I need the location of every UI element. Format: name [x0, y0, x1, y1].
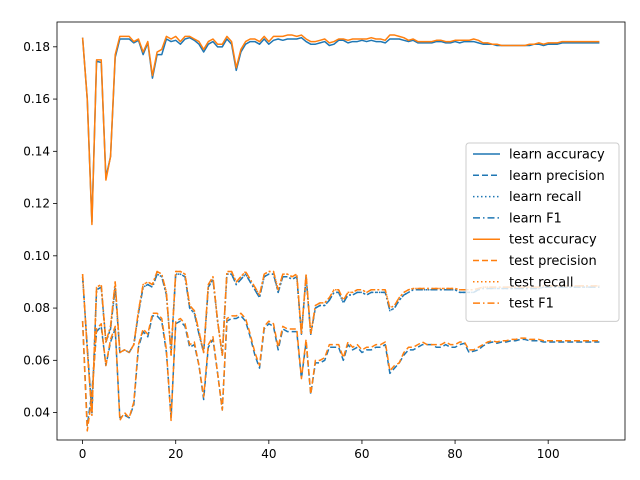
y-tick-label: 0.16 [23, 92, 50, 106]
y-tick-label: 0.12 [23, 197, 50, 211]
legend-label: test precision [509, 254, 597, 269]
x-tick-label: 80 [447, 447, 462, 461]
y-tick-label: 0.06 [23, 353, 50, 367]
x-tick-label: 20 [168, 447, 183, 461]
legend-label: learn precision [509, 169, 605, 184]
y-tick-label: 0.18 [23, 40, 50, 54]
series-line-test-accuracy [81, 34, 600, 226]
legend-label: test recall [509, 275, 574, 290]
x-tick-label: 60 [354, 447, 369, 461]
legend: learn accuracy learn precision learn recal… [465, 142, 620, 322]
axes-layer: 0 20 40 60 80 100 0.04 0.06 0.08 0.10 0.12 0.14 0.16… [23, 21, 626, 461]
legend-label: test F1 [509, 297, 554, 312]
series-layer [81, 34, 600, 432]
series-line-test-f1 [81, 270, 600, 416]
x-tick-label: 0 [79, 447, 87, 461]
y-tick-label: 0.08 [23, 301, 50, 315]
legend-label: learn F1 [509, 211, 562, 226]
x-tick-label: 40 [261, 447, 276, 461]
legend-box [465, 142, 620, 322]
y-tick-label: 0.10 [23, 249, 50, 263]
y-tick-label: 0.14 [23, 144, 50, 158]
plot-frame [56, 21, 626, 441]
y-tick-label: 0.04 [23, 406, 50, 420]
legend-label: test accuracy [509, 233, 597, 248]
legend-label: learn recall [509, 190, 581, 205]
legend-label: learn accuracy [509, 148, 605, 163]
series-line-test-precision [81, 312, 600, 432]
x-tick-label: 100 [537, 447, 560, 461]
